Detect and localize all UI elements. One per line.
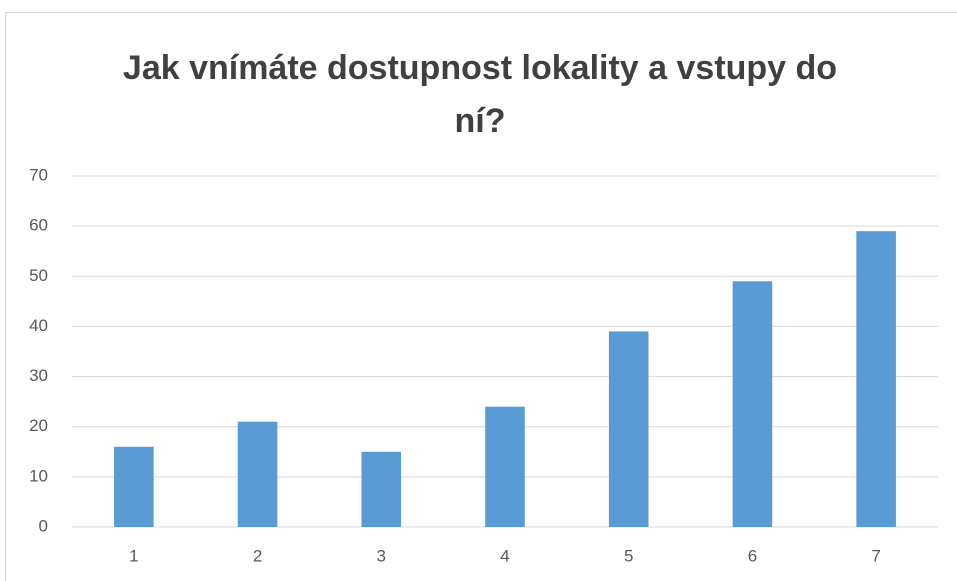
chart-title: Jak vnímáte dostupnost lokality a vstupy…	[122, 49, 838, 140]
y-tick-label: 20	[29, 416, 48, 435]
y-tick-label: 10	[29, 466, 48, 485]
x-tick-label: 7	[871, 546, 880, 565]
bar	[485, 406, 525, 527]
bar	[732, 281, 773, 527]
x-tick-label: 4	[500, 546, 509, 565]
bar	[237, 421, 278, 527]
bar	[608, 331, 649, 527]
bar	[114, 446, 154, 527]
x-tick-label: 3	[377, 546, 386, 565]
x-tick-label: 2	[253, 546, 262, 565]
y-tick-label: 50	[29, 266, 48, 285]
bar	[856, 231, 896, 527]
y-tick-label: 60	[29, 216, 48, 235]
y-tick-label: 70	[29, 165, 48, 184]
y-tick-label: 40	[29, 316, 48, 335]
chart-border	[5, 12, 957, 581]
x-tick-label: 6	[748, 546, 757, 565]
bar	[361, 451, 402, 527]
y-tick-label: 0	[39, 516, 48, 535]
x-tick-label: 5	[624, 546, 633, 565]
y-tick-label: 30	[29, 366, 48, 385]
x-tick-label: 1	[129, 546, 138, 565]
